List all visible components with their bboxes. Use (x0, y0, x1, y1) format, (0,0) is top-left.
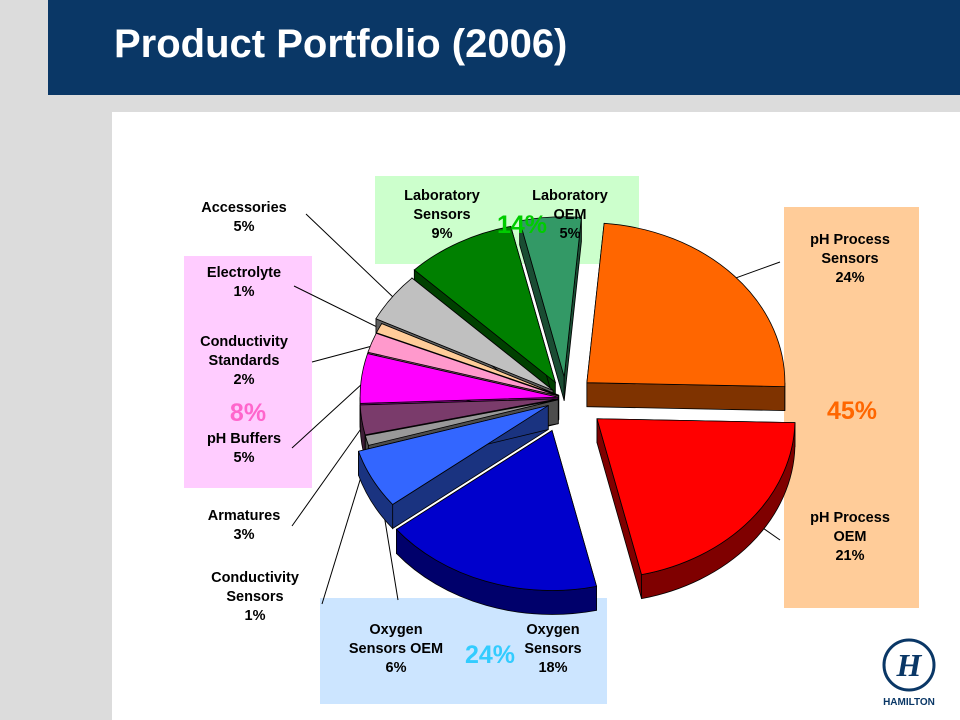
group-box-ph-process (784, 207, 919, 608)
label-line: 5% (234, 450, 255, 466)
logo-mark-icon: H (896, 647, 923, 683)
label-line: Sensors (821, 251, 878, 267)
label-line: Sensors (524, 641, 581, 657)
slice-top (375, 277, 554, 391)
label-line: Conductivity (211, 570, 299, 586)
label-line: Laboratory (532, 188, 608, 204)
group-box-oxygen (320, 598, 607, 704)
label-ph-process-sensors: pH Process Sensors 24% (810, 232, 890, 286)
hamilton-logo: H HAMILTON (882, 638, 936, 708)
slice-top (519, 216, 582, 377)
leader-line-armatures (291, 418, 369, 527)
label-line: Oxygen (526, 622, 579, 638)
slice-top (596, 418, 796, 576)
logo-ring-icon (882, 638, 936, 692)
label-line: pH Process (810, 232, 890, 248)
label-line: 5% (234, 219, 255, 235)
label-line: 21% (835, 548, 864, 564)
label-line: 6% (386, 660, 407, 676)
label-line: 1% (234, 284, 255, 300)
label-line: Oxygen (369, 622, 422, 638)
label-line: 18% (538, 660, 567, 676)
slice-top (395, 429, 598, 591)
leader-line-ph-process-sensors (729, 261, 781, 281)
group-total-oxygen: 24% (465, 641, 515, 669)
title-bar (48, 0, 960, 95)
leader-line-accessories (305, 213, 398, 302)
label-laboratory-sensors: Laboratory Sensors 9% (404, 188, 480, 242)
label-line: Sensors (226, 589, 283, 605)
label-line: Sensors OEM (349, 641, 443, 657)
slice-laboratory-oem (519, 216, 582, 401)
slice-ph-process-sensors (586, 222, 786, 412)
label-line: Conductivity (200, 334, 288, 350)
label-line: 5% (560, 226, 581, 242)
logo-text: HAMILTON (883, 697, 935, 708)
label-ph-process-oem: pH Process OEM 21% (810, 510, 890, 564)
group-total-laboratory: 14% (497, 211, 547, 239)
pie-chart: pH Process Sensors 24% pH Process OEM 21% Oxyg… (184, 176, 936, 708)
leader-line-ph-buffers (291, 378, 368, 449)
label-line: Sensors (413, 207, 470, 223)
label-electrolyte: Electrolyte 1% (207, 265, 281, 300)
slice-top (375, 323, 559, 396)
label-line: Accessories (201, 200, 286, 216)
label-oxygen-sensors: Oxygen Sensors 18% (524, 622, 581, 676)
label-oxygen-sensors-oem: Oxygen Sensors OEM 6% (349, 622, 443, 676)
label-line: Standards (209, 353, 280, 369)
slice-top (367, 332, 559, 397)
label-line: pH Buffers (207, 431, 281, 447)
label-conductivity-sensors: Conductivity Sensors 1% (211, 570, 299, 624)
label-armatures: Armatures 3% (208, 508, 281, 543)
slice-oxygen-sensors-oem (357, 404, 549, 530)
slide-title: Product Portfolio (2006) (114, 22, 568, 66)
leader-line-conductivity-standards (311, 344, 378, 363)
group-box-small-products (184, 256, 312, 488)
slice-top (586, 222, 786, 388)
label-conductivity-standards: Conductivity Standards 2% (200, 334, 288, 388)
slice-top (359, 353, 559, 404)
label-line: Laboratory (404, 188, 480, 204)
slice-oxygen-sensors (395, 429, 598, 615)
leader-line-electrolyte (293, 285, 385, 332)
label-line: 9% (432, 226, 453, 242)
label-line: pH Process (810, 510, 890, 526)
label-laboratory-oem: Laboratory OEM 5% (532, 188, 608, 242)
label-line: Electrolyte (207, 265, 281, 281)
group-total-ph-process: 45% (827, 397, 877, 425)
slice-top (364, 399, 559, 446)
label-line: OEM (553, 207, 586, 223)
slice-top (359, 398, 559, 436)
label-accessories: Accessories 5% (201, 200, 286, 235)
label-line: Armatures (208, 508, 281, 524)
label-line: 2% (234, 372, 255, 388)
label-line: OEM (833, 529, 866, 545)
label-ph-buffers: pH Buffers 5% (207, 431, 281, 466)
slice-wall (586, 382, 786, 412)
label-line: 1% (245, 608, 266, 624)
slice-top (413, 225, 556, 384)
chart-panel: pH Process Sensors 24% pH Process OEM 21% Oxyg… (112, 112, 960, 720)
group-total-small-products: 8% (230, 399, 266, 427)
label-line: 3% (234, 527, 255, 543)
slice-ph-process-oem (596, 418, 796, 600)
label-line: 24% (835, 270, 864, 286)
slice-top (357, 405, 549, 506)
